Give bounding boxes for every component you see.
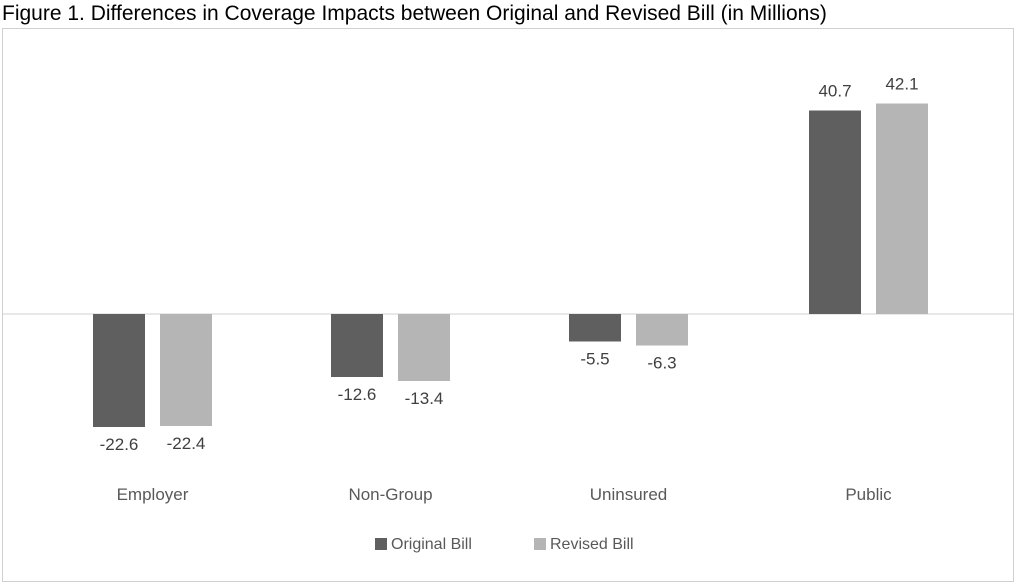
- bar-uninsured-revised: [636, 314, 688, 346]
- bar-chart: -22.6 -22.4 Employer -12.6 -13.4 Non-Group -5.…: [3, 75, 1013, 553]
- bar-public-original: [809, 110, 861, 314]
- bar-public-revised: [876, 103, 928, 314]
- bar-employer-original: [93, 314, 145, 427]
- data-label: 40.7: [818, 82, 851, 101]
- data-label: -12.6: [338, 385, 377, 404]
- bar-employer-revised: [160, 314, 212, 426]
- bar-non-group-original: [331, 314, 383, 377]
- legend-label-original: Original Bill: [391, 536, 472, 553]
- bar-uninsured-original: [569, 314, 621, 342]
- bar-non-group-revised: [398, 314, 450, 381]
- category-label: Employer: [117, 485, 189, 504]
- chart-area: -22.6 -22.4 Employer -12.6 -13.4 Non-Group -5.…: [2, 28, 1014, 582]
- data-label: -13.4: [405, 389, 444, 408]
- data-label: -5.5: [580, 350, 609, 369]
- legend-label-revised: Revised Bill: [550, 536, 634, 553]
- legend-swatch-original: [375, 538, 387, 550]
- data-label: -22.6: [100, 435, 139, 454]
- category-label: Uninsured: [590, 485, 668, 504]
- category-label: Public: [845, 485, 892, 504]
- legend-swatch-revised: [534, 538, 546, 550]
- data-label: -22.4: [167, 434, 206, 453]
- data-label: 42.1: [885, 75, 918, 94]
- data-label: -6.3: [647, 354, 676, 373]
- category-label: Non-Group: [348, 485, 432, 504]
- chart-title: Figure 1. Differences in Coverage Impact…: [2, 2, 827, 25]
